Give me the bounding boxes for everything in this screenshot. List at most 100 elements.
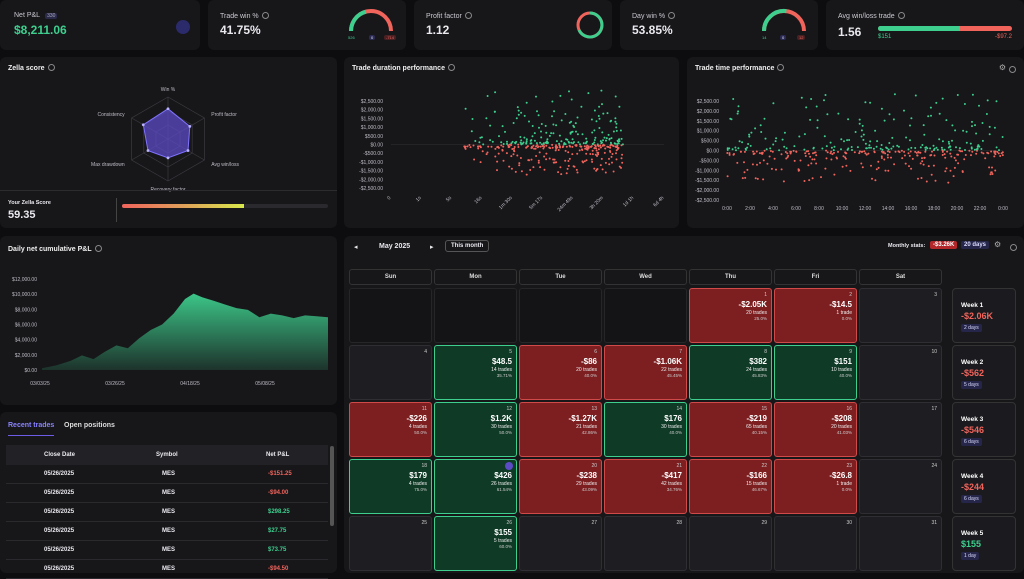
info-icon[interactable] (447, 64, 455, 71)
settings-icon[interactable]: ⚙ (998, 63, 1006, 72)
calendar-day-9[interactable]: 9 $151 10 trades 40.0% (774, 345, 857, 400)
calendar-day-30[interactable]: 30 (774, 516, 857, 571)
calendar-day-7[interactable]: 7 -$1.06K 22 trades 45.45% (604, 345, 687, 400)
loss-trade-point (507, 144, 510, 147)
loss-trade-point (877, 160, 880, 163)
loss-trade-point (762, 159, 765, 162)
week-summary-2[interactable]: Week 2 -$562 5 days (952, 345, 1016, 400)
win-trade-point (910, 117, 913, 120)
calendar-day-6[interactable]: 6 -$86 20 trades 40.0% (519, 345, 602, 400)
calendar-day-5[interactable]: 5 $48.5 14 trades 35.71% (434, 345, 517, 400)
col-net-pl[interactable]: Net P&L (266, 452, 290, 458)
loss-trade-point (494, 155, 497, 158)
calendar-day-16[interactable]: 16 -$208 20 trades 41.03% (774, 402, 857, 457)
calendar-day-10[interactable]: 10 (859, 345, 942, 400)
calendar-day-27[interactable]: 27 (519, 516, 602, 571)
calendar-day-26[interactable]: 26 $155 5 trades 60.0% (434, 516, 517, 571)
calendar-day-13[interactable]: 13 -$1.27K 21 trades 42.86% (519, 402, 602, 457)
tab-recent-trades[interactable]: Recent trades (8, 422, 55, 436)
table-row[interactable]: 05/26/2025 MES -$94.50 (6, 560, 328, 579)
settings-icon[interactable]: ⚙ (994, 240, 1002, 249)
info-icon[interactable] (1010, 244, 1017, 251)
loss-trade-point (999, 155, 1002, 157)
table-row[interactable]: 05/26/2025 MES $298.25 (6, 503, 328, 522)
loss-trade-point (732, 153, 735, 156)
loss-trade-point (952, 175, 955, 178)
calendar-day-1[interactable]: 1 -$2.05K 20 trades 25.0% (689, 288, 772, 343)
y-tick-label: $1,000.00 (361, 125, 383, 131)
prev-month-button[interactable]: ◂ (354, 244, 358, 251)
tab-open-positions[interactable]: Open positions (64, 422, 115, 429)
loss-trade-point (502, 159, 505, 162)
calendar-day-18[interactable]: 18 $179 4 trades 75.0% (349, 459, 432, 514)
win-trade-point (553, 110, 556, 113)
calendar-day-31[interactable]: 31 (859, 516, 942, 571)
calendar-day-3[interactable]: 3 (859, 288, 942, 343)
loss-trade-point (863, 150, 866, 153)
col-close-date[interactable]: Close Date (44, 452, 76, 458)
day-pl: -$2.05K (738, 300, 767, 309)
duration-scatter: $2,500.00 $2,000.00 $1,500.00 $1,000.00 $500… (359, 89, 666, 213)
table-row[interactable]: 05/26/2025 MES -$94.00 (6, 484, 328, 503)
win-trade-point (993, 126, 996, 129)
loss-trade-point (537, 159, 540, 162)
day-number: 11 (421, 406, 427, 412)
calendar-empty-cell[interactable] (604, 288, 687, 343)
week-summary-1[interactable]: Week 1 -$2.06K 2 days (952, 288, 1016, 343)
this-month-button[interactable]: This month (445, 240, 490, 252)
calendar-day-15[interactable]: 15 -$219 65 trades 40.15% (689, 402, 772, 457)
table-scrollbar[interactable] (330, 446, 334, 526)
info-icon[interactable] (897, 12, 905, 19)
table-row[interactable]: 05/26/2025 MES -$151.25 (6, 465, 328, 484)
calendar-empty-cell[interactable] (434, 288, 517, 343)
loss-trade-point (615, 149, 618, 152)
calendar-day-22[interactable]: 22 -$166 15 trades 46.67% (689, 459, 772, 514)
info-icon[interactable] (47, 64, 55, 71)
calendar-day-2[interactable]: 2 -$14.5 1 trade 0.0% (774, 288, 857, 343)
calendar-day-23[interactable]: 23 -$26.8 1 trade 0.0% (774, 459, 857, 514)
calendar-day-21[interactable]: 21 -$417 42 trades 34.76% (604, 459, 687, 514)
calendar-day-28[interactable]: 28 (604, 516, 687, 571)
calendar-empty-cell[interactable] (349, 288, 432, 343)
calendar-day-14[interactable]: 14 $176 30 trades 40.0% (604, 402, 687, 457)
win-trade-point (593, 141, 596, 144)
info-icon[interactable] (1009, 66, 1016, 73)
calendar-day-4[interactable]: 4 (349, 345, 432, 400)
calendar-day-17[interactable]: 17 (859, 402, 942, 457)
week-summary-4[interactable]: Week 4 -$244 6 days (952, 459, 1016, 514)
table-row[interactable]: 05/26/2025 MES $73.75 (6, 541, 328, 560)
win-trade-point (821, 147, 824, 150)
info-icon[interactable] (668, 12, 676, 19)
loss-trade-point (961, 170, 964, 173)
loss-trade-point (804, 155, 807, 157)
calendar-day-11[interactable]: 11 -$226 4 trades 50.0% (349, 402, 432, 457)
loss-trade-point (803, 180, 806, 182)
week-summary-5[interactable]: Week 5 $155 1 day (952, 516, 1016, 571)
calendar-day-20[interactable]: 20 -$238 29 trades 43.09% (519, 459, 602, 514)
day-pl: $179 (409, 471, 427, 480)
info-icon[interactable] (94, 245, 102, 252)
note-icon[interactable] (505, 462, 513, 470)
win-trade-point (969, 142, 972, 145)
info-icon[interactable] (777, 64, 785, 71)
loss-trade-point (507, 145, 510, 148)
calendar-empty-cell[interactable] (519, 288, 602, 343)
loss-trade-point (615, 152, 617, 155)
col-symbol[interactable]: Symbol (156, 452, 178, 458)
calendar-day-29[interactable]: 29 (689, 516, 772, 571)
table-row[interactable]: 05/26/2025 MES $27.75 (6, 522, 328, 541)
info-icon[interactable] (261, 12, 269, 19)
loss-trade-point (904, 162, 907, 165)
win-trade-point (540, 136, 543, 139)
calendar-day-24[interactable]: 24 (859, 459, 942, 514)
info-icon[interactable] (464, 12, 472, 19)
week-summary-3[interactable]: Week 3 -$546 6 days (952, 402, 1016, 457)
net-pl-icon[interactable] (176, 20, 190, 34)
calendar-day-12[interactable]: 12 $1.2K 30 trades 50.0% (434, 402, 517, 457)
win-trade-point (620, 137, 623, 140)
loss-trade-point (561, 146, 564, 149)
calendar-day-25[interactable]: 25 (349, 516, 432, 571)
calendar-day-8[interactable]: 8 $382 24 trades 45.83% (689, 345, 772, 400)
next-month-button[interactable]: ▸ (430, 244, 434, 251)
